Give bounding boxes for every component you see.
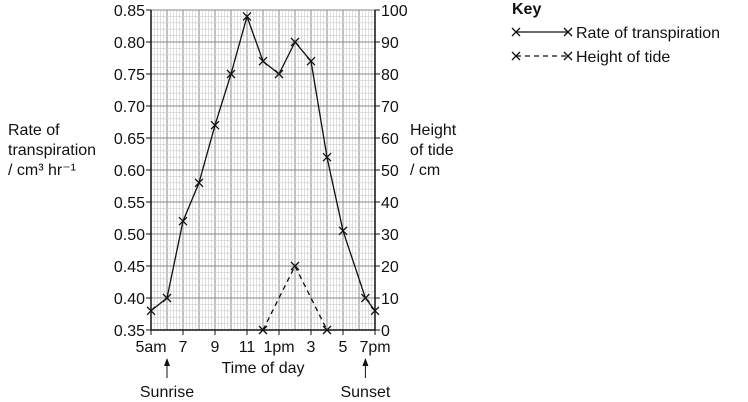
x-tick-label: 7pm xyxy=(359,339,390,356)
transpiration-point xyxy=(226,69,236,79)
x-axis-label: Time of day xyxy=(222,360,305,377)
legend-title: Key xyxy=(512,1,541,18)
legend-label-transpiration: Rate of transpiration xyxy=(576,25,720,42)
transpiration-point xyxy=(194,178,204,188)
transpiration-point xyxy=(322,152,332,162)
transpiration-point xyxy=(370,306,380,316)
legend-cross xyxy=(563,51,573,61)
series xyxy=(146,11,380,335)
arrow-head-icon xyxy=(362,358,369,366)
y-right-tick-label: 70 xyxy=(381,99,399,116)
y-left-tick-label: 0.80 xyxy=(114,35,145,52)
y-right-tick-label: 0 xyxy=(381,323,390,340)
tide-point xyxy=(258,325,268,335)
transpiration-point xyxy=(360,293,370,303)
y-left-tick-label: 0.60 xyxy=(114,163,145,180)
y-left-tick-label: 0.65 xyxy=(114,131,145,148)
annotations: Sunrise Sunset xyxy=(140,358,391,401)
y-left-tick-label: 0.85 xyxy=(114,3,145,20)
transpiration-point xyxy=(178,216,188,226)
annotation-sunset: Sunset xyxy=(340,384,390,401)
y-right-label-3: / cm xyxy=(410,162,440,179)
transpiration-point xyxy=(146,306,156,316)
y-right-tick-label: 20 xyxy=(381,259,399,276)
legend-label-tide: Height of tide xyxy=(576,49,670,66)
y-left-tick-label: 0.45 xyxy=(114,259,145,276)
legend-cross xyxy=(511,51,521,61)
tide-point xyxy=(322,325,332,335)
y-left-tick-label: 0.40 xyxy=(114,291,145,308)
legend: Key Rate of transpiration Height of tide xyxy=(511,1,720,66)
x-tick-label: 5am xyxy=(135,339,166,356)
y-left-tick-label: 0.50 xyxy=(114,227,145,244)
transpiration-point xyxy=(274,69,284,79)
legend-cross xyxy=(563,27,573,37)
y-right-label-1: Height xyxy=(410,122,457,139)
transpiration-point xyxy=(162,293,172,303)
tide-point xyxy=(290,261,300,271)
ticks: 0.85 0.80 0.75 0.70 0.65 0.60 0.55 0.50 0.45 0.40… xyxy=(114,3,408,356)
x-tick-label: 11 xyxy=(239,339,256,356)
x-tick-label: 7 xyxy=(179,339,188,356)
transpiration-point xyxy=(210,120,220,130)
y-right-tick-label: 10 xyxy=(381,291,399,308)
x-tick-label: 5 xyxy=(339,339,348,356)
y-left-tick-label: 0.70 xyxy=(114,99,145,116)
grid xyxy=(150,9,376,331)
transpiration-point xyxy=(258,56,268,66)
y-left-tick-label: 0.75 xyxy=(114,67,145,84)
y-right-tick-label: 40 xyxy=(381,195,399,212)
y-left-tick-label: 0.35 xyxy=(114,323,145,340)
arrow-head-icon xyxy=(164,358,170,366)
y-right-tick-label: 60 xyxy=(381,131,399,148)
transpiration-point xyxy=(338,226,348,236)
transpiration-point xyxy=(290,37,300,47)
y-left-label-2: transpiration xyxy=(8,142,96,159)
y-right-label-2: of tide xyxy=(410,142,454,159)
x-tick-label: 1pm xyxy=(263,339,294,356)
x-tick-label: 9 xyxy=(211,339,220,356)
y-left-label-1: Rate of xyxy=(8,122,60,139)
y-left-label-3: / cm³ hr⁻¹ xyxy=(8,162,76,179)
annotation-sunrise: Sunrise xyxy=(140,384,194,401)
y-left-tick-label: 0.55 xyxy=(114,195,145,212)
y-right-tick-label: 50 xyxy=(381,163,399,180)
transpiration-point xyxy=(306,56,316,66)
tide-line xyxy=(262,264,328,331)
y-right-tick-label: 100 xyxy=(381,3,408,20)
y-right-tick-label: 80 xyxy=(381,67,399,84)
y-right-tick-label: 90 xyxy=(381,35,399,52)
legend-cross xyxy=(511,27,521,37)
x-tick-label: 3 xyxy=(307,339,316,356)
y-right-tick-label: 30 xyxy=(381,227,399,244)
transpiration-point xyxy=(242,11,252,21)
